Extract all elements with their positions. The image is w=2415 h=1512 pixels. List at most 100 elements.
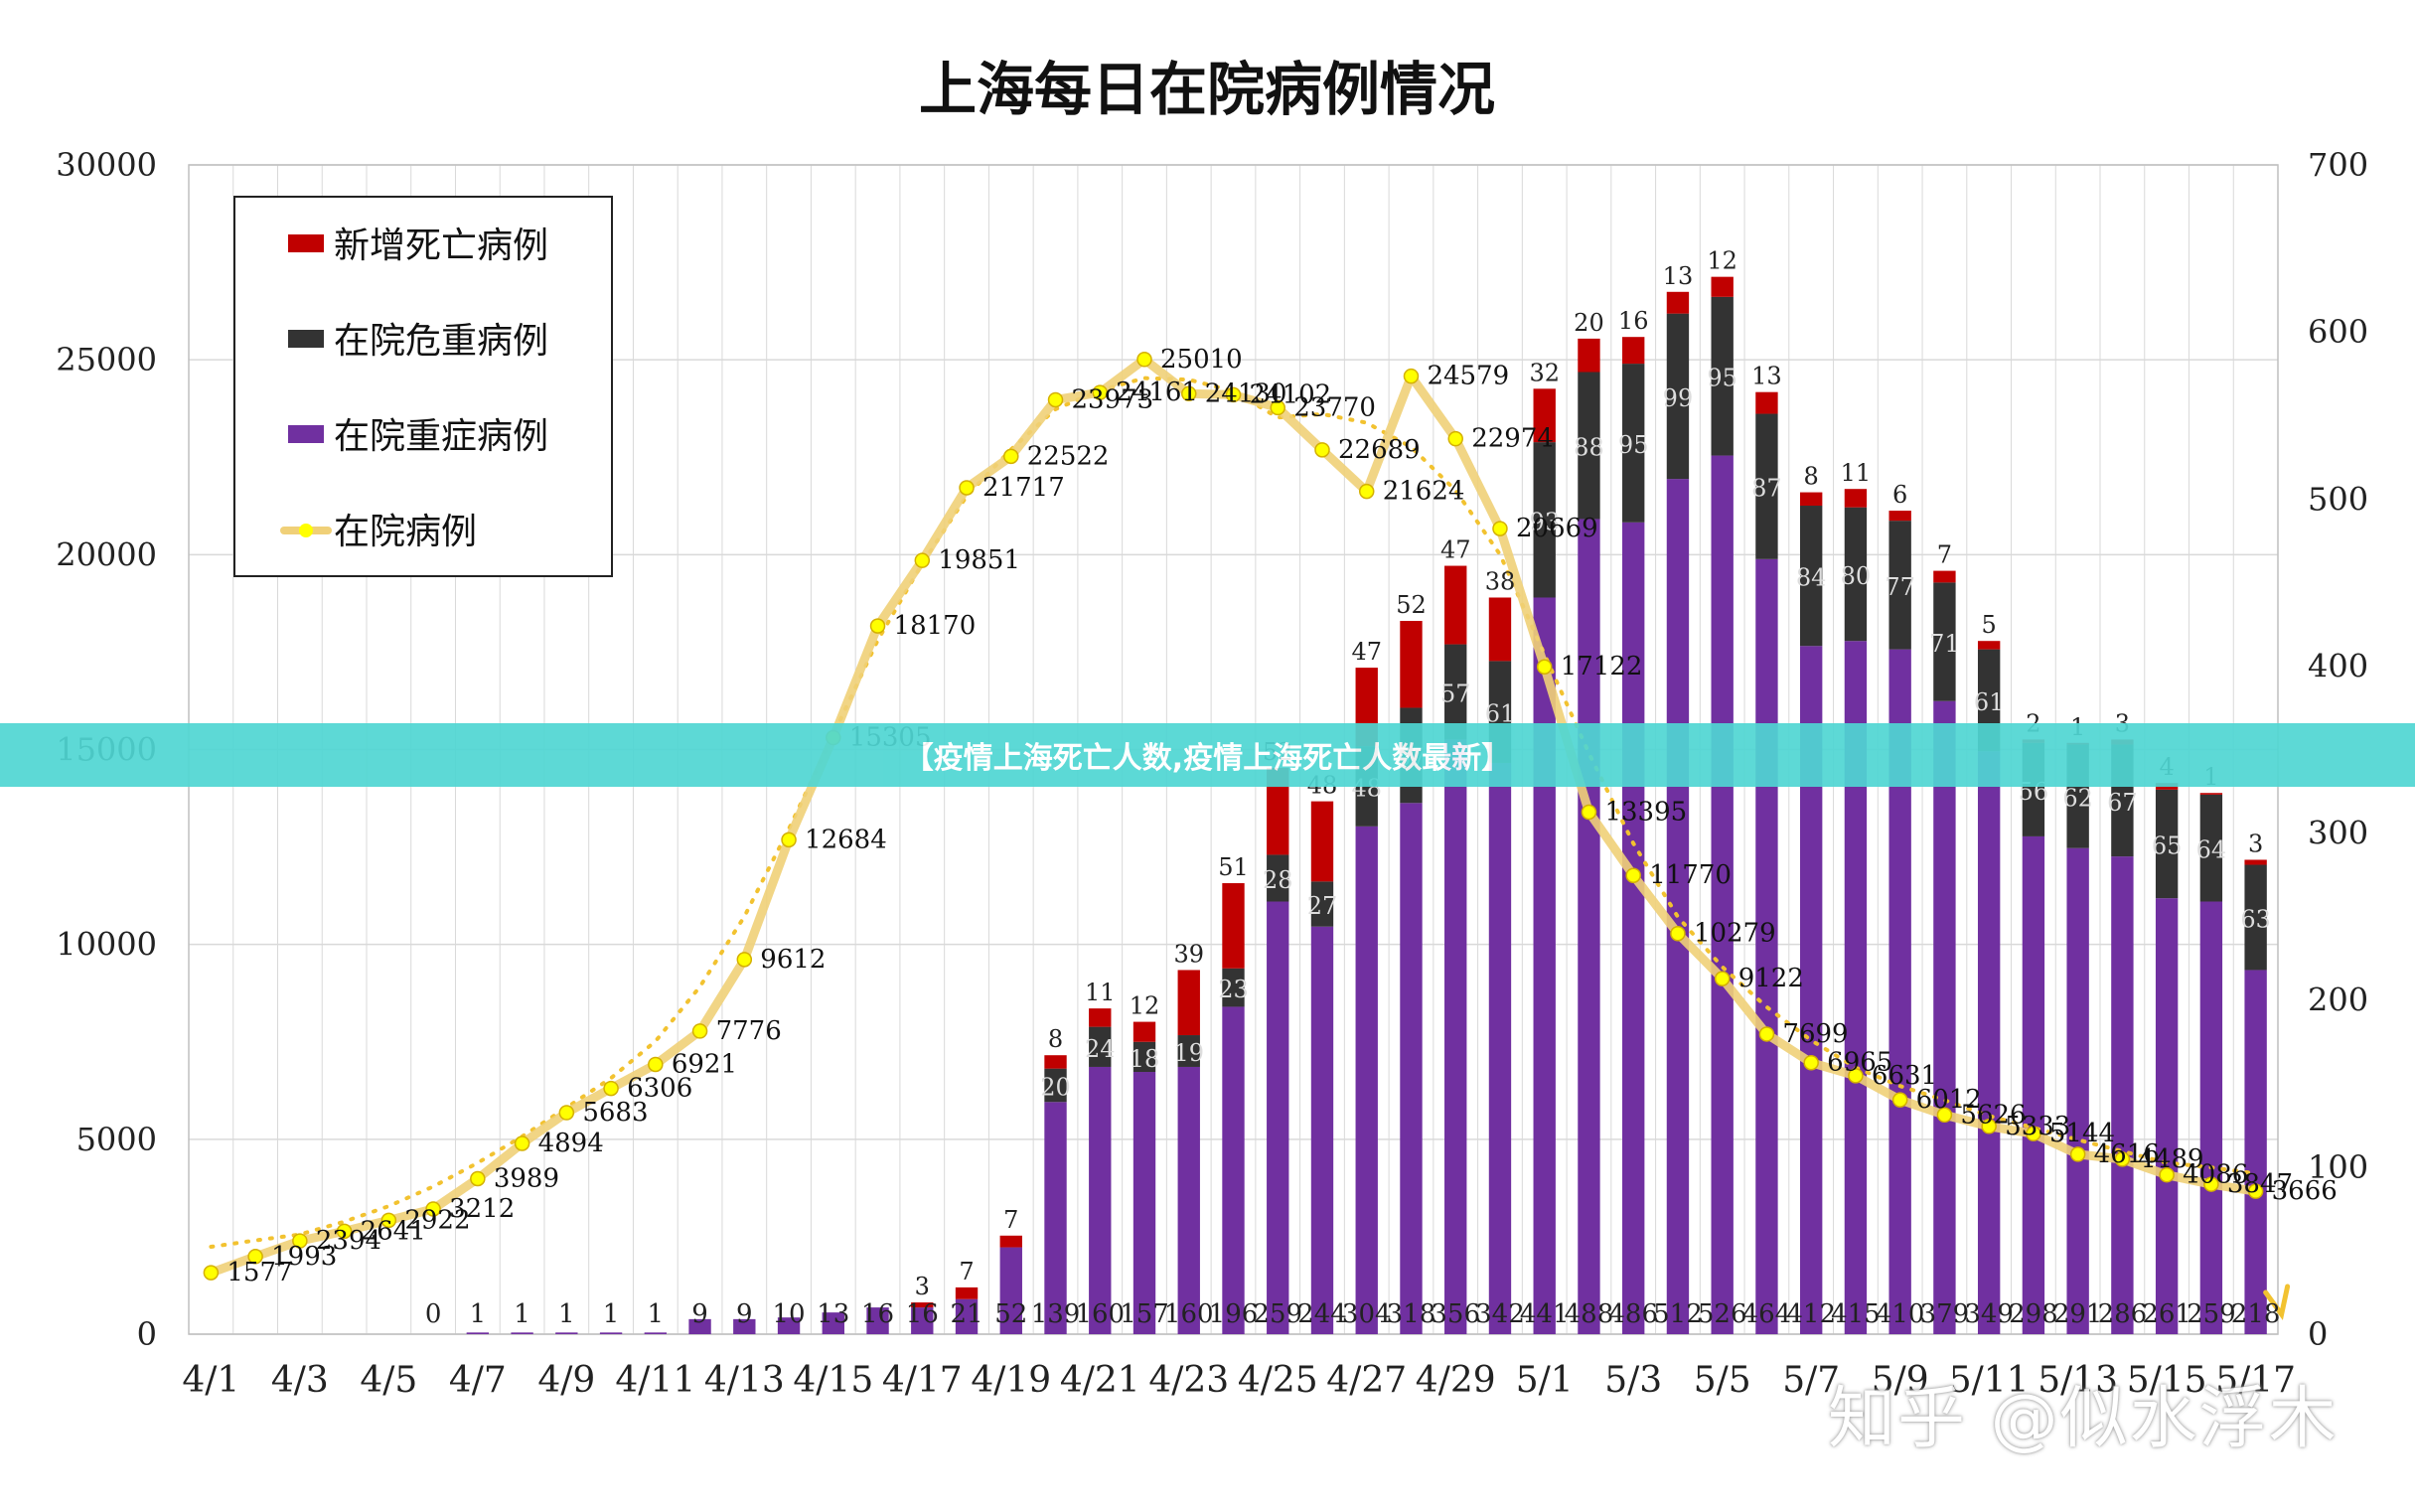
x-tick-label: 4/21 (1060, 1360, 1140, 1401)
bar-severe (1711, 455, 1734, 1334)
death-data-label: 47 (1440, 536, 1471, 564)
y-right-tick-label: 500 (2308, 480, 2368, 518)
critical-data-label: 28 (1263, 866, 1293, 894)
bar-severe (1400, 803, 1423, 1334)
severe-data-label: 412 (1786, 1299, 1836, 1329)
hospitalized-point (1403, 368, 1420, 384)
hospitalized-data-label: 23973 (1072, 384, 1154, 414)
bar-severe (1533, 597, 1556, 1334)
hospitalized-data-label: 6921 (672, 1049, 737, 1079)
severe-data-label: 1 (470, 1299, 487, 1329)
x-tick-label: 4/25 (1238, 1360, 1318, 1401)
critical-data-label: 18 (1130, 1045, 1160, 1073)
hospitalized-data-label: 10279 (1694, 919, 1776, 949)
severe-data-label: 196 (1209, 1299, 1259, 1329)
critical-data-label: 88 (1574, 433, 1604, 461)
x-tick-label: 5/11 (1949, 1360, 2030, 1401)
hospitalized-data-label: 13395 (1604, 797, 1687, 827)
bar-severe (1977, 751, 2001, 1334)
bar-severe (1799, 646, 1823, 1334)
death-data-label: 3 (2248, 830, 2263, 857)
hospitalized-data-label: 3212 (449, 1194, 515, 1224)
x-tick-label: 4/19 (971, 1360, 1051, 1401)
bar-severe (599, 1332, 623, 1334)
y-left-tick-label: 10000 (56, 926, 157, 964)
bar-severe (2066, 847, 2089, 1334)
x-tick-label: 4/1 (182, 1360, 239, 1401)
hospitalized-point (2069, 1146, 2086, 1162)
bar-critical (1666, 313, 1690, 480)
hospitalized-data-label: 5333 (2005, 1112, 2070, 1141)
severe-data-label: 21 (950, 1299, 982, 1329)
critical-data-label: 80 (1841, 562, 1872, 590)
x-tick-label: 4/17 (882, 1360, 963, 1401)
death-data-label: 11 (1085, 979, 1116, 1006)
bar-death (999, 1235, 1022, 1248)
bar-severe (466, 1332, 490, 1334)
legend-box (233, 196, 613, 577)
death-data-label: 7 (1937, 541, 1952, 569)
critical-data-label: 99 (1663, 384, 1694, 412)
bar-severe (2111, 856, 2134, 1334)
bar-severe (1355, 826, 1378, 1334)
hospitalized-point (1047, 391, 1064, 408)
hospitalized-point (1270, 399, 1285, 416)
severe-data-label: 9 (736, 1299, 753, 1329)
hospitalized-data-label: 2394 (316, 1226, 381, 1256)
x-tick-label: 4/7 (449, 1360, 507, 1401)
hospitalized-data-label: 2922 (404, 1205, 470, 1235)
x-tick-label: 5/17 (2215, 1360, 2296, 1401)
bar-death (1844, 489, 1868, 508)
hospitalized-data-label: 22689 (1338, 435, 1421, 465)
hospitalized-point (292, 1233, 308, 1249)
hospitalized-point (1581, 804, 1597, 821)
bar-death (1400, 621, 1423, 708)
bar-death (1044, 1055, 1067, 1069)
legend-swatch (288, 330, 324, 348)
hospitalized-data-label: 24130 (1205, 378, 1287, 408)
x-tick-label: 5/3 (1604, 1360, 1662, 1401)
hospitalized-point (1936, 1107, 1953, 1124)
bar-critical (1533, 442, 1556, 598)
critical-data-label: 95 (1707, 365, 1737, 392)
bar-severe (1089, 1066, 1112, 1334)
hospitalized-data-label: 4894 (538, 1129, 604, 1158)
hospitalized-point (1181, 385, 1197, 402)
hospitalized-data-label: 4616 (2094, 1139, 2160, 1169)
hospitalized-data-label: 24579 (1427, 362, 1509, 391)
hospitalized-point (1136, 352, 1152, 368)
bar-critical (1177, 1035, 1200, 1067)
hospitalized-data-label: 7776 (716, 1016, 782, 1046)
bar-severe (955, 1298, 979, 1334)
trend-dotted-line (209, 376, 2258, 1249)
severe-data-label: 261 (2142, 1299, 2191, 1329)
hospitalized-data-label: 22974 (1471, 424, 1554, 454)
bar-death (2199, 793, 2223, 795)
y-right-tick-label: 200 (2308, 982, 2368, 1019)
y-right-tick-label: 100 (2308, 1148, 2368, 1186)
x-tick-label: 5/15 (2127, 1360, 2207, 1401)
severe-data-label: 512 (1653, 1299, 1703, 1329)
severe-data-label: 218 (2231, 1299, 2281, 1329)
bar-critical (1267, 854, 1289, 902)
hospitalized-point (1803, 1054, 1819, 1071)
x-tick-label: 4/3 (271, 1360, 329, 1401)
hospitalized-point (603, 1080, 619, 1097)
hospitalized-point (869, 618, 886, 634)
bar-critical (1622, 364, 1645, 523)
hospitalized-point (2114, 1151, 2131, 1167)
severe-data-label: 304 (1342, 1299, 1392, 1329)
x-tick-label: 4/9 (537, 1360, 595, 1401)
hospitalized-data-label: 3666 (2272, 1176, 2338, 1206)
hospitalized-point (2247, 1183, 2264, 1199)
severe-data-label: 259 (1253, 1299, 1302, 1329)
severe-data-label: 16 (906, 1299, 939, 1329)
hospitalized-data-label: 6012 (1916, 1085, 1982, 1115)
bar-death (1444, 565, 1467, 645)
hospitalized-point (558, 1105, 575, 1121)
critical-data-label: 61 (1974, 688, 2005, 716)
bar-death (1089, 1008, 1112, 1027)
hospitalized-point (380, 1212, 397, 1229)
severe-data-label: 13 (817, 1299, 849, 1329)
bar-severe (511, 1332, 533, 1334)
